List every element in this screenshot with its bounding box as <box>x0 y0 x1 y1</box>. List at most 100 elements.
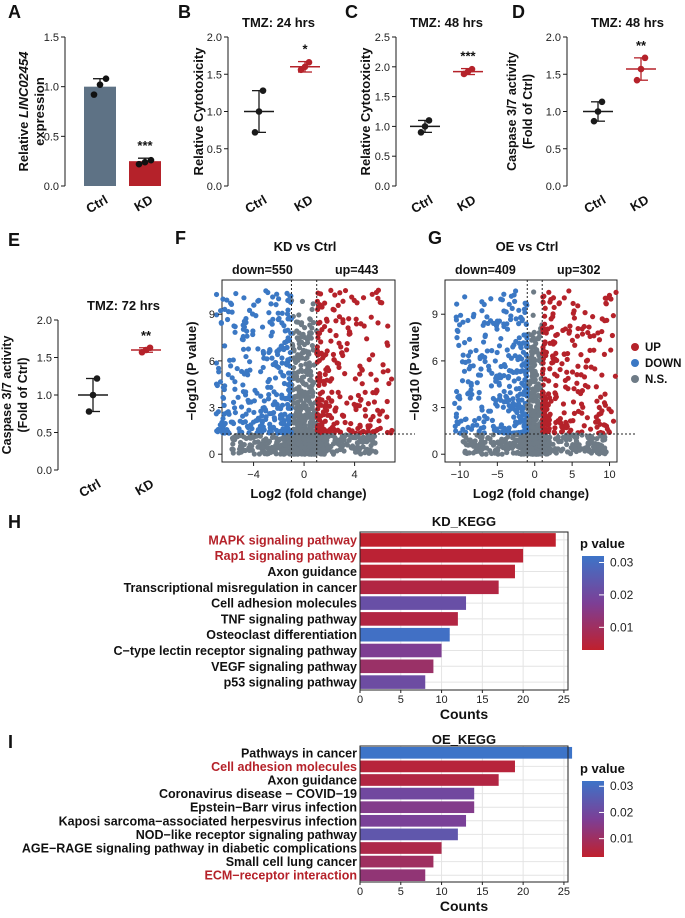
volcano-point <box>349 428 355 434</box>
volcano-point <box>260 364 266 371</box>
volcano-point <box>342 371 348 377</box>
volcano-point <box>230 446 236 453</box>
volcano-point <box>465 379 471 385</box>
panel-title: KD_KEGG <box>432 514 496 529</box>
volcano-point <box>362 413 369 419</box>
volcano-point <box>533 340 539 347</box>
volcano-point <box>258 393 264 399</box>
data-point <box>641 54 649 62</box>
volcano-point <box>218 320 225 326</box>
volcano-point <box>388 430 394 436</box>
volcano-point <box>285 433 291 439</box>
volcano-point <box>540 405 547 411</box>
volcano-point <box>541 321 548 327</box>
volcano-point <box>533 347 539 353</box>
y-tick-label: 0.0 <box>546 181 561 193</box>
volcano-point <box>596 337 603 343</box>
volcano-point <box>479 308 485 314</box>
volcano-point <box>237 443 244 449</box>
kegg-bar <box>360 548 524 563</box>
volcano-point <box>238 404 245 410</box>
volcano-point <box>284 361 290 368</box>
volcano-point <box>340 298 346 304</box>
y-tick-label: 0.0 <box>37 465 52 477</box>
data-point <box>141 158 149 166</box>
volcano-point <box>602 391 608 397</box>
volcano-point <box>388 376 395 382</box>
volcano-point <box>541 313 548 319</box>
volcano-point <box>217 308 224 314</box>
volcano-point <box>563 437 569 443</box>
x-tick-label: Ctrl <box>408 192 435 216</box>
volcano-point <box>246 307 253 313</box>
y-tick-label: 2.0 <box>546 32 561 44</box>
volcano-point <box>290 438 297 444</box>
volcano-point <box>320 426 326 432</box>
volcano-point <box>332 434 338 441</box>
x-tick-label: 0 <box>532 469 538 481</box>
y-tick-label: 3 <box>432 403 438 415</box>
down-count-label: down=550 <box>232 263 293 277</box>
volcano-point <box>306 428 312 434</box>
volcano-point <box>460 426 466 432</box>
volcano-point <box>482 358 488 365</box>
volcano-point <box>599 372 605 378</box>
y-tick-label: 9 <box>432 309 438 321</box>
y-axis-label: Relative LINC02454 <box>16 51 31 172</box>
volcano-point <box>237 418 243 424</box>
volcano-point <box>481 419 487 425</box>
volcano-point <box>309 306 315 313</box>
volcano-point <box>222 343 228 349</box>
volcano-point <box>467 395 473 401</box>
volcano-point <box>283 339 289 345</box>
volcano-point <box>557 366 563 373</box>
panel-letter: G <box>428 228 442 248</box>
volcano-point <box>478 450 484 456</box>
volcano-point <box>572 342 578 348</box>
volcano-point <box>545 391 552 397</box>
volcano-point <box>322 300 328 306</box>
volcano-point <box>266 438 273 444</box>
volcano-point <box>599 444 605 450</box>
volcano-point <box>482 333 488 340</box>
volcano-point <box>523 352 529 358</box>
volcano-point <box>584 415 590 421</box>
volcano-point <box>223 429 229 435</box>
x-axis-label: Counts <box>440 706 488 722</box>
x-tick-label: Ctrl <box>83 192 110 216</box>
volcano-point <box>461 439 467 445</box>
y-label-part: Relative <box>16 118 31 171</box>
volcano-point <box>302 422 308 429</box>
volcano-point <box>547 434 553 440</box>
volcano-point <box>564 356 570 362</box>
volcano-point <box>288 405 294 412</box>
panel-d: D TMZ: 48 hrs 0.0 0.5 1.0 1.5 2.0 Caspase 3/7 a… <box>505 2 664 216</box>
y-tick-label: 9 <box>209 309 215 321</box>
volcano-point <box>310 301 316 307</box>
volcano-point <box>478 433 484 439</box>
volcano-point <box>241 295 247 301</box>
volcano-point <box>316 449 322 455</box>
volcano-point <box>241 318 247 325</box>
volcano-point <box>308 330 314 336</box>
volcano-point <box>543 429 549 435</box>
volcano-point <box>528 366 535 373</box>
volcano-point <box>293 386 299 392</box>
volcano-point <box>493 427 499 433</box>
volcano-point <box>242 447 248 454</box>
volcano-point <box>335 389 341 395</box>
volcano-point <box>317 319 323 326</box>
volcano-point <box>513 316 519 322</box>
plot-frame <box>359 745 569 883</box>
volcano-point <box>331 426 337 432</box>
volcano-point <box>305 365 311 371</box>
data-point <box>251 129 259 136</box>
volcano-point <box>515 356 521 363</box>
volcano-point <box>351 401 357 407</box>
volcano-point <box>286 417 293 424</box>
volcano-point <box>352 376 358 382</box>
down-count-label: down=409 <box>455 263 516 277</box>
volcano-point <box>337 429 344 435</box>
volcano-point <box>487 436 493 442</box>
volcano-point <box>540 299 546 305</box>
